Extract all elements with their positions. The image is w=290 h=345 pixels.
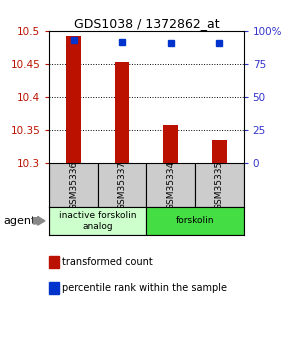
Title: GDS1038 / 1372862_at: GDS1038 / 1372862_at [74, 17, 219, 30]
Bar [66, 36, 81, 163]
Bar [146, 163, 195, 207]
Text: percentile rank within the sample: percentile rank within the sample [62, 283, 227, 293]
Bar [164, 125, 178, 163]
Text: inactive forskolin
analog: inactive forskolin analog [59, 211, 137, 230]
Text: transformed count: transformed count [62, 257, 153, 267]
Text: agent: agent [3, 216, 35, 226]
Bar [98, 163, 146, 207]
Bar [195, 163, 244, 207]
Bar [49, 207, 146, 235]
Bar [49, 163, 98, 207]
Bar [212, 140, 226, 163]
Text: GSM35336: GSM35336 [69, 160, 78, 210]
Bar [146, 207, 244, 235]
Text: forskolin: forskolin [176, 216, 214, 225]
Text: GSM35335: GSM35335 [215, 160, 224, 210]
Bar [115, 62, 129, 163]
Text: GSM35337: GSM35337 [118, 160, 127, 210]
Text: GSM35334: GSM35334 [166, 160, 175, 210]
